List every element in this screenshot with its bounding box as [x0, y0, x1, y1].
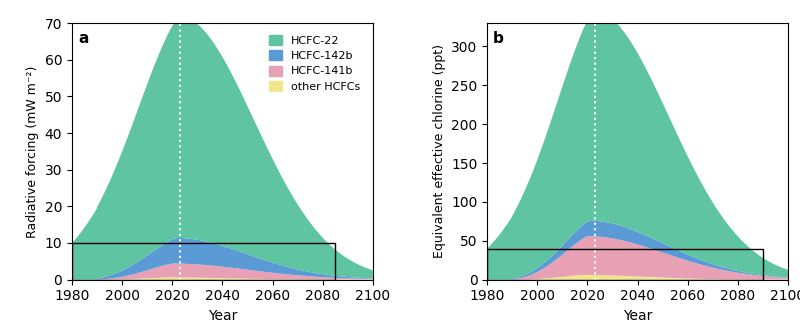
- Text: b: b: [493, 31, 504, 46]
- Text: a: a: [78, 31, 88, 46]
- Bar: [487, 248, 763, 280]
- Y-axis label: Radiative forcing (mW m⁻²): Radiative forcing (mW m⁻²): [26, 65, 39, 238]
- Bar: [72, 243, 335, 280]
- Legend: HCFC-22, HCFC-142b, HCFC-141b, other HCFCs: HCFC-22, HCFC-142b, HCFC-141b, other HCF…: [262, 29, 367, 98]
- X-axis label: Year: Year: [623, 309, 652, 323]
- Y-axis label: Equivalent effective chlorine (ppt): Equivalent effective chlorine (ppt): [433, 44, 446, 258]
- X-axis label: Year: Year: [208, 309, 237, 323]
